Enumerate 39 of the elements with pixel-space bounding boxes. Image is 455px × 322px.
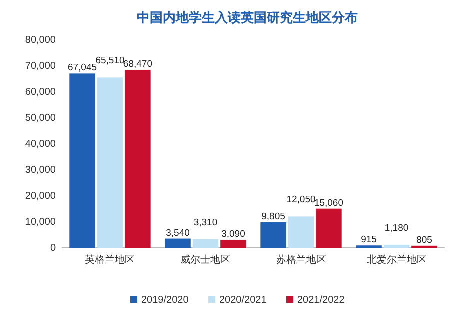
bar <box>220 240 246 248</box>
x-tick-label: 威尔士地区 <box>180 254 231 266</box>
legend-label: 2019/2020 <box>142 295 190 306</box>
y-tick-label: 60,000 <box>25 87 56 98</box>
data-label: 12,050 <box>286 194 316 206</box>
bar <box>316 208 342 248</box>
data-label: 3,090 <box>222 228 246 240</box>
y-tick-label: 80,000 <box>25 35 56 46</box>
y-tick-label: 40,000 <box>25 139 56 150</box>
bar <box>260 222 286 248</box>
y-tick-label: 70,000 <box>25 61 56 72</box>
data-label: 3,310 <box>194 217 218 228</box>
legend-label: 2021/2022 <box>298 295 346 306</box>
y-tick-label: 30,000 <box>25 165 56 176</box>
chart-title: 中国内地学生入读英国研究生地区分布 <box>137 10 358 25</box>
x-tick-label: 苏格兰地区 <box>276 254 326 266</box>
y-tick-label: 50,000 <box>25 113 56 124</box>
data-label: 65,510 <box>96 56 125 67</box>
y-tick-label: 20,000 <box>25 191 56 202</box>
y-tick-label: 10,000 <box>25 217 56 228</box>
data-label: 805 <box>416 234 432 246</box>
bar <box>125 70 151 248</box>
bar <box>70 74 96 248</box>
data-label: 3,540 <box>166 228 190 239</box>
bar <box>192 239 219 248</box>
legend-label: 2020/2021 <box>220 295 268 306</box>
data-label: 67,045 <box>68 62 98 74</box>
data-label: 1,180 <box>384 222 409 234</box>
data-label: 68,470 <box>123 58 152 70</box>
bar <box>165 238 191 248</box>
data-label: 15,060 <box>314 198 344 209</box>
bar <box>288 216 314 248</box>
y-tick-label: 0 <box>50 243 56 254</box>
x-tick-label: 英格兰地区 <box>85 254 136 266</box>
bar <box>97 78 124 248</box>
data-label: 9,805 <box>262 212 286 223</box>
x-tick-label: 北爱尔兰地区 <box>366 254 427 266</box>
bar <box>384 244 410 248</box>
data-label: 915 <box>361 234 377 246</box>
